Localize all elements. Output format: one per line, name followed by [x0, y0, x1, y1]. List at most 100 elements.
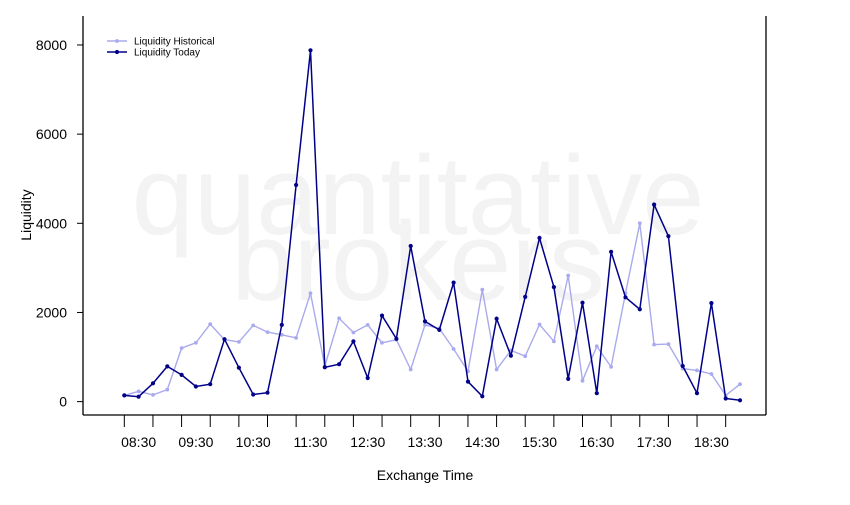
data-point [237, 340, 241, 344]
x-tick-label: 10:30 [236, 434, 271, 450]
data-point [451, 280, 456, 285]
data-point [294, 182, 299, 188]
data-point [251, 323, 256, 328]
series-line [124, 223, 741, 397]
watermark-line-1: quantitative [132, 133, 705, 258]
data-point [594, 391, 599, 396]
data-point [422, 319, 428, 324]
data-point [337, 362, 342, 367]
y-tick-label: 4000 [36, 215, 67, 231]
data-point [150, 381, 156, 386]
data-point [279, 332, 284, 337]
data-point [194, 340, 198, 345]
y-tick-label: 6000 [36, 126, 67, 142]
data-point [294, 336, 298, 340]
data-point [122, 393, 127, 398]
y-tick-label: 0 [59, 394, 67, 410]
data-point [351, 330, 356, 335]
data-point [265, 390, 270, 395]
data-point [208, 382, 213, 387]
data-point [136, 394, 141, 399]
data-point [737, 398, 743, 403]
data-point [408, 243, 413, 249]
data-point [351, 339, 356, 344]
data-point [695, 368, 699, 373]
data-point [279, 322, 284, 327]
data-point [494, 316, 499, 321]
x-tick-label: 14:30 [465, 434, 500, 450]
y-tick-label: 8000 [36, 37, 67, 53]
data-point [680, 363, 685, 369]
x-tick-label: 08:30 [121, 434, 156, 450]
data-point [222, 337, 227, 342]
y-tick-label: 2000 [36, 304, 67, 320]
data-point [709, 301, 714, 306]
data-point [165, 387, 170, 392]
data-point [365, 323, 370, 327]
data-point [379, 313, 385, 318]
data-point [738, 382, 742, 387]
x-tick-label: 15:30 [522, 434, 557, 450]
data-point [580, 378, 585, 383]
legend-marker [115, 39, 119, 43]
x-tick-label: 16:30 [579, 434, 614, 450]
x-tick-label: 13:30 [407, 434, 442, 450]
data-point [723, 396, 728, 401]
data-point [480, 394, 485, 399]
data-point [523, 354, 528, 359]
data-point [609, 249, 614, 254]
data-point [179, 346, 184, 350]
data-point [236, 365, 241, 370]
data-point [151, 393, 155, 397]
axes: 0 2000 4000 6000 8000 08:30 09:30 10:30 11:30 12:… [36, 16, 767, 450]
data-point [566, 273, 571, 278]
data-point [179, 372, 184, 377]
series-lines [122, 48, 743, 403]
data-point [380, 340, 384, 345]
data-point [465, 379, 471, 384]
series-today [122, 48, 743, 403]
data-point [652, 202, 657, 207]
data-point [394, 336, 399, 341]
x-tick-label: 11:30 [293, 434, 327, 450]
x-tick-label: 09:30 [178, 434, 213, 450]
data-point [637, 307, 642, 312]
data-point [694, 391, 700, 396]
data-point [308, 291, 313, 296]
data-point [580, 300, 585, 305]
data-point [265, 330, 270, 334]
x-tick-label: 12:30 [350, 434, 385, 450]
y-axis-label: Liquidity [18, 189, 34, 240]
series-line [124, 50, 741, 402]
data-point [451, 347, 456, 351]
x-axis-label: Exchange Time [377, 467, 474, 483]
data-point [594, 344, 599, 349]
data-point [208, 322, 213, 326]
data-point [437, 327, 442, 332]
data-point [423, 323, 427, 327]
data-point [537, 322, 542, 327]
data-point [637, 221, 642, 226]
data-point [365, 375, 370, 381]
data-point [193, 384, 198, 389]
data-point [308, 48, 313, 53]
data-point [480, 287, 485, 292]
data-point [666, 234, 671, 239]
data-point [322, 365, 327, 370]
data-point [165, 364, 170, 369]
legend-label: Liquidity Today [134, 48, 200, 59]
data-point [623, 295, 628, 300]
watermark: quantitative brokers [132, 133, 705, 324]
data-point [551, 285, 557, 290]
data-point [552, 339, 556, 344]
data-point [251, 392, 256, 397]
data-point [523, 294, 528, 299]
data-point [709, 372, 714, 376]
data-point [566, 376, 571, 381]
legend-marker [114, 49, 120, 55]
data-point [609, 365, 613, 369]
data-point [508, 353, 513, 358]
data-point [666, 342, 671, 346]
